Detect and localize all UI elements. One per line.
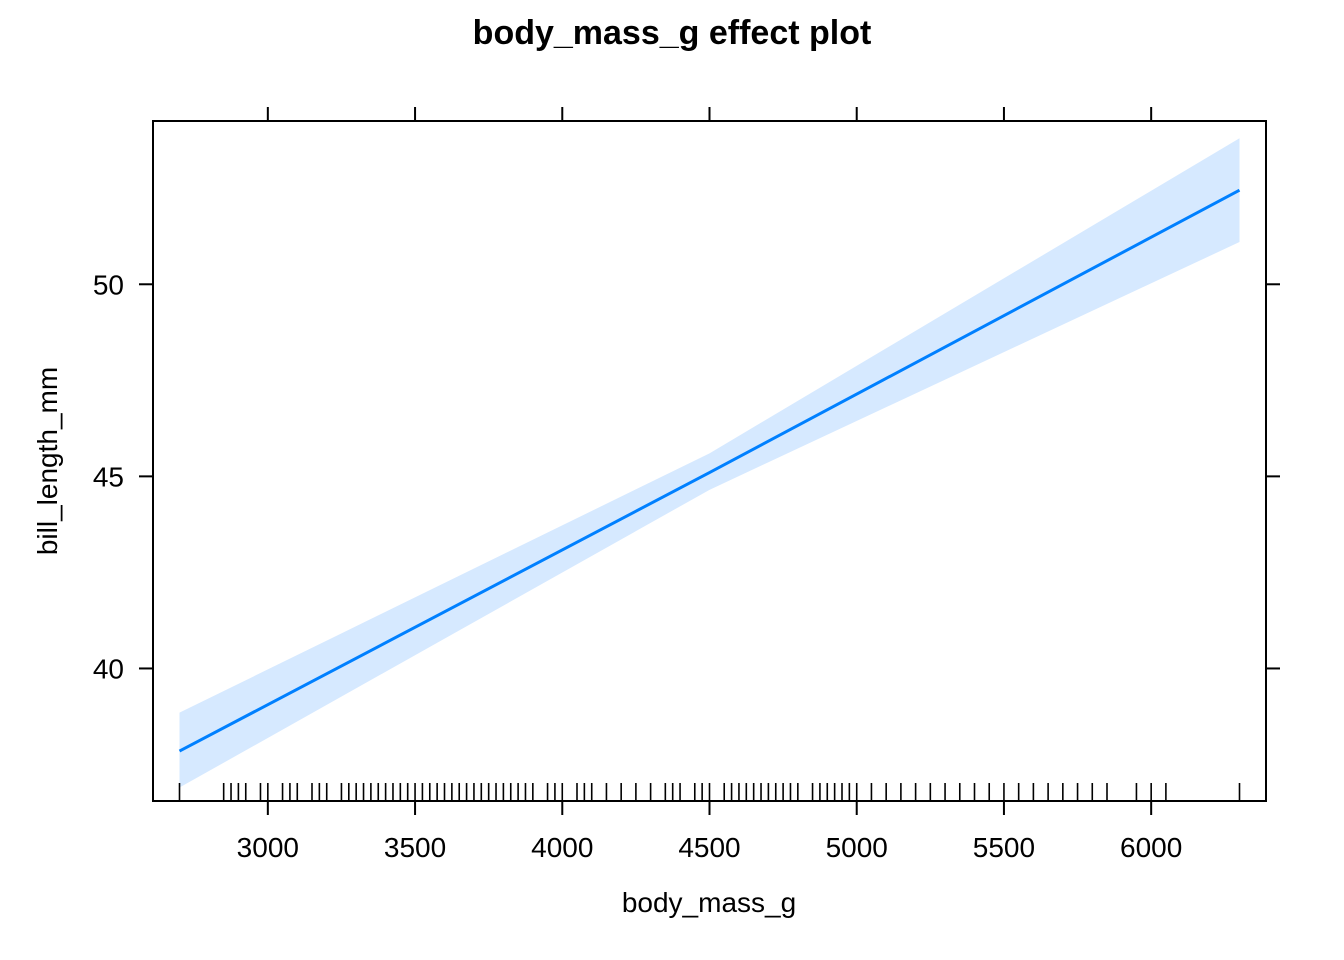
- x-axis-ticks: 3000 3500 4000 4500 5000 5500 6000: [237, 107, 1182, 863]
- x-tick-label: 4500: [678, 832, 740, 863]
- y-tick-label: 45: [93, 461, 124, 492]
- y-axis-ticks: 40 45 50: [93, 269, 1280, 684]
- fit-line-layer: [178, 188, 1241, 753]
- y-tick-label: 50: [93, 269, 124, 300]
- x-axis-label: body_mass_g: [622, 887, 796, 918]
- x-tick-label: 6000: [1120, 832, 1182, 863]
- x-tick-label: 5500: [973, 832, 1035, 863]
- x-tick-label: 5000: [826, 832, 888, 863]
- x-tick-label: 4000: [531, 832, 593, 863]
- x-tick-label: 3000: [237, 832, 299, 863]
- fit-line: [178, 188, 1241, 753]
- y-tick-label: 40: [93, 653, 124, 684]
- confidence-band-layer: [179, 138, 1240, 788]
- x-tick-label: 3500: [384, 832, 446, 863]
- confidence-band: [179, 138, 1240, 788]
- chart-title: body_mass_g effect plot: [473, 14, 872, 52]
- rug-layer: [178, 783, 1241, 801]
- y-axis-label: bill_length_mm: [32, 367, 63, 555]
